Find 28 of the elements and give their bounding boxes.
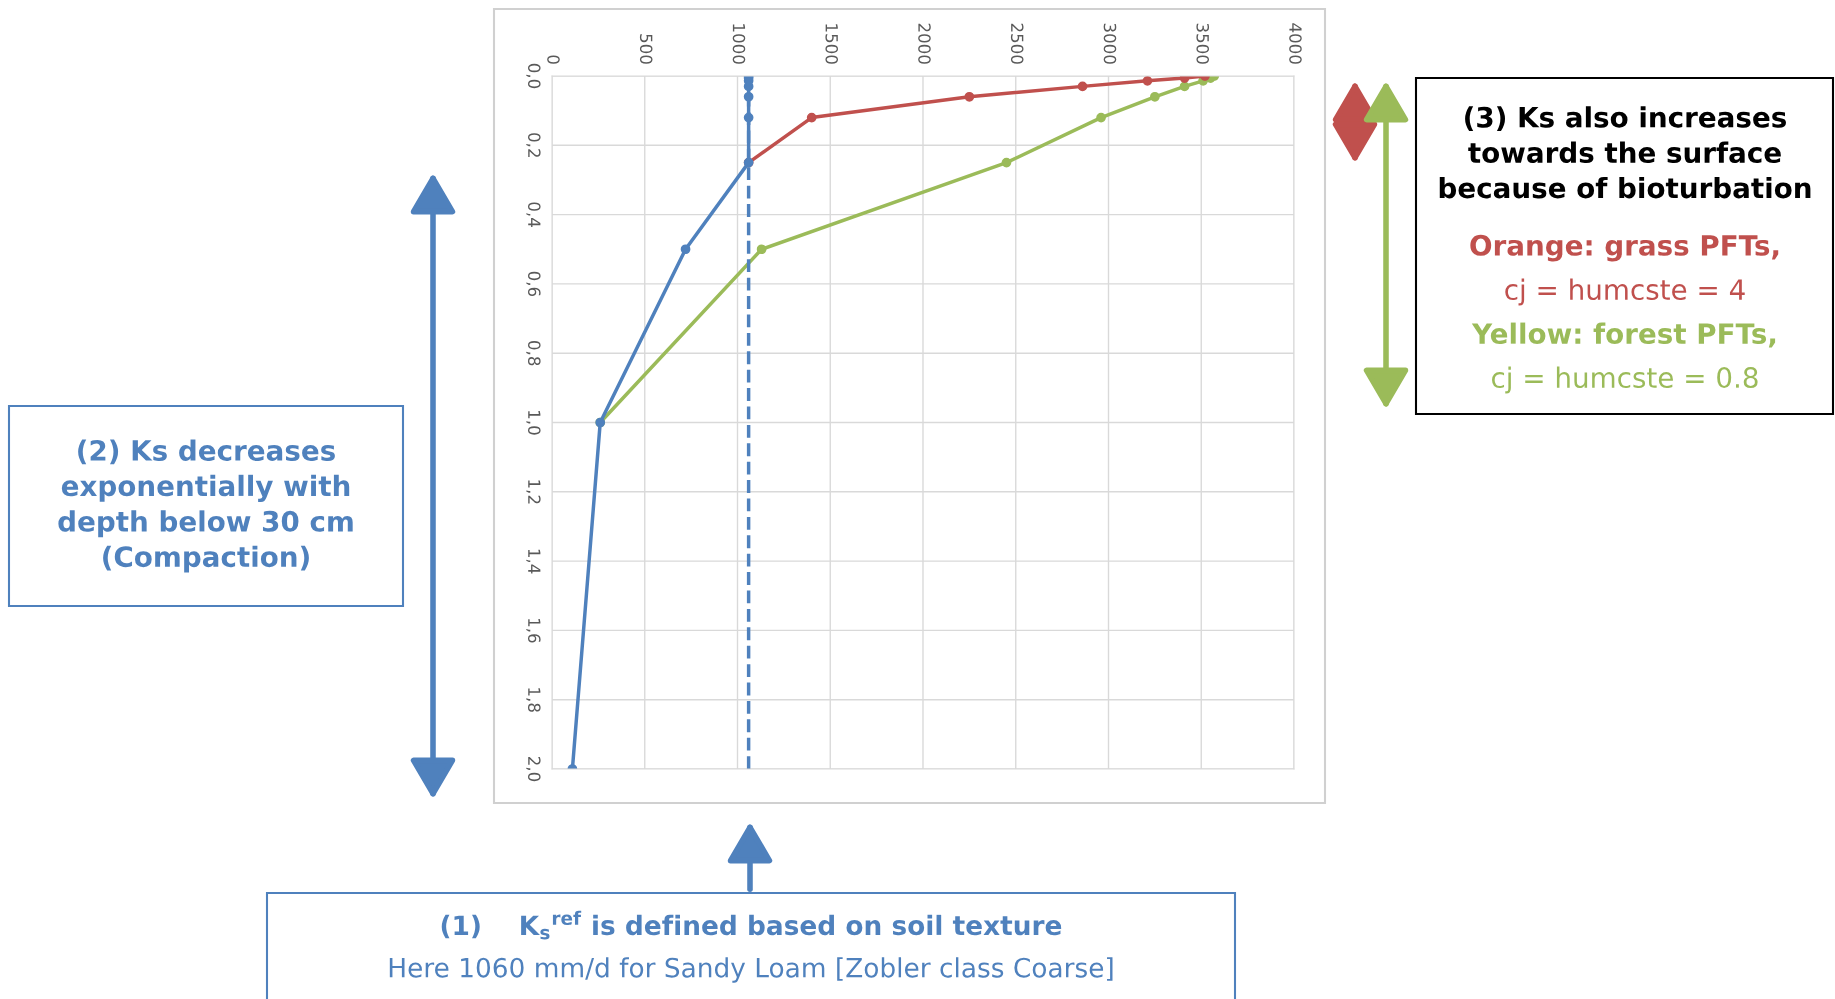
y-tick-label: 1,6 [526, 618, 541, 643]
text: Here 1060 mm/d for Sandy Loam [Zobler class Coarse] [389, 957, 1113, 983]
x-tick-label: 2500 [1010, 23, 1024, 64]
text: (2) Ks decreases exponentially with depth below 30 cm (Compaction) [58, 439, 353, 573]
y-tick-label: 1,2 [526, 480, 541, 504]
text: cj = humcste = 4 [1505, 278, 1745, 306]
x-tick-label: 0 [547, 55, 560, 64]
x-tick-label: 500 [639, 34, 653, 64]
x-tick-label: 1500 [825, 24, 839, 64]
text: (1) K$_{s}$$^{ref}$ is defined based on soil texture [441, 910, 1062, 940]
text: cj = humcste = 0.8 [1492, 366, 1758, 394]
y-tick-label: 0,6 [526, 271, 541, 297]
y-tick-label: 1,8 [526, 688, 541, 712]
x-tick-label: 4000 [1289, 23, 1302, 64]
x-tick-label: 1000 [732, 24, 746, 64]
text: Orange: grass PFTs, [1470, 234, 1779, 262]
y-tick-label: 0,4 [526, 202, 541, 227]
y-tick-label: 2,0 [526, 756, 541, 782]
y-tick-label: 1,0 [526, 411, 541, 435]
y-tick-label: 1,4 [526, 549, 541, 574]
x-tick-label: 3000 [1103, 23, 1117, 64]
x-tick-label: 3500 [1196, 23, 1210, 64]
y-tick-label: 0,2 [526, 133, 541, 157]
y-tick-label: 0,8 [526, 341, 541, 366]
text: (3) Ks also increases towards the surface because of bioturbation [1439, 106, 1811, 199]
y-tick-label: 0,0 [526, 63, 541, 89]
text: Yellow: forest PFTs, [1471, 322, 1776, 348]
x-tick-label: 2000 [918, 23, 931, 64]
